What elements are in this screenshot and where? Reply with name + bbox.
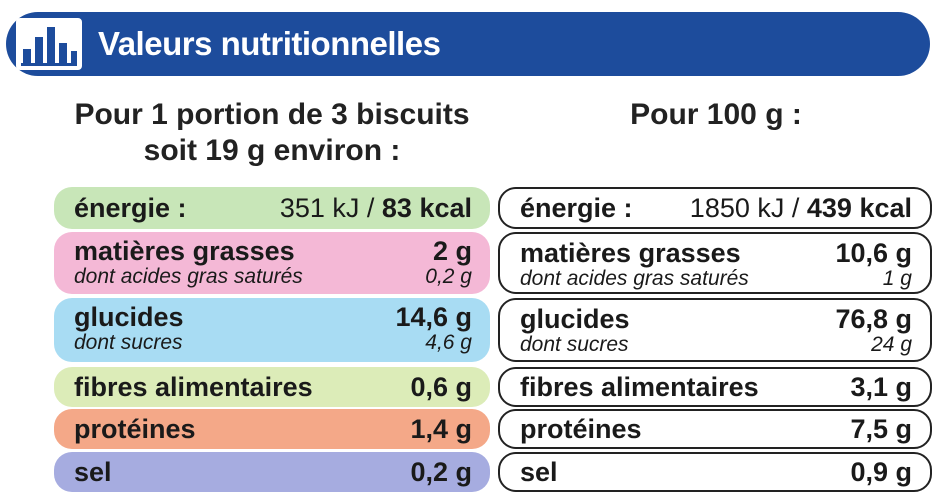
- per-100g-protein-row: protéines 7,5 g: [498, 409, 932, 449]
- energy-value: 351 kJ / 83 kcal: [279, 193, 472, 223]
- fat-value: 10,6 g: [835, 238, 912, 268]
- salt-value: 0,9 g: [850, 457, 912, 487]
- portion-heading-line1: Pour 1 portion de 3 biscuits: [74, 98, 470, 131]
- page-title: Valeurs nutritionnelles: [98, 25, 441, 62]
- portion-heading-line2: soit 19 g environ :: [143, 134, 401, 167]
- fat-label: matières grasses: [520, 238, 741, 268]
- portion-protein-row: protéines 1,4 g: [54, 409, 490, 449]
- fiber-value: 3,1 g: [850, 372, 912, 402]
- energy-value: 1850 kJ / 439 kcal: [689, 193, 912, 223]
- portion-fiber-row: fibres alimentaires 0,6 g: [54, 367, 490, 407]
- fat-label: matières grasses: [74, 236, 295, 266]
- bar-chart-icon: [16, 18, 82, 70]
- protein-label: protéines: [520, 414, 642, 444]
- protein-value: 7,5 g: [850, 414, 912, 444]
- saturated-fat-value: 1 g: [882, 267, 912, 290]
- salt-value: 0,2 g: [410, 457, 472, 487]
- salt-label: sel: [520, 457, 558, 487]
- saturated-fat-value: 0,2 g: [425, 265, 472, 288]
- salt-label: sel: [74, 457, 112, 487]
- portion-salt-row: sel 0,2 g: [54, 452, 490, 492]
- sugars-value: 24 g: [871, 333, 912, 356]
- portion-energy-row: énergie : 351 kJ / 83 kcal: [54, 187, 490, 229]
- energy-label: énergie :: [74, 193, 187, 223]
- saturated-fat-label: dont acides gras saturés: [74, 265, 303, 288]
- portion-carbs-row: glucides 14,6 g dont sucres 4,6 g: [54, 298, 490, 362]
- saturated-fat-label: dont acides gras saturés: [520, 267, 749, 290]
- carbs-label: glucides: [520, 304, 630, 334]
- fiber-label: fibres alimentaires: [74, 372, 313, 402]
- fiber-label: fibres alimentaires: [520, 372, 759, 402]
- per-100g-salt-row: sel 0,9 g: [498, 452, 932, 492]
- sugars-label: dont sucres: [74, 331, 183, 354]
- fat-value: 2 g: [432, 236, 472, 266]
- header-banner: Valeurs nutritionnelles: [6, 12, 930, 76]
- fiber-value: 0,6 g: [410, 372, 472, 402]
- carbs-value: 76,8 g: [835, 304, 912, 334]
- protein-label: protéines: [74, 414, 196, 444]
- sugars-value: 4,6 g: [425, 331, 472, 354]
- portion-fat-row: matières grasses 2 g dont acides gras sa…: [54, 232, 490, 294]
- per-100g-fat-row: matières grasses 10,6 g dont acides gras…: [498, 232, 932, 294]
- protein-value: 1,4 g: [410, 414, 472, 444]
- per-100g-fiber-row: fibres alimentaires 3,1 g: [498, 367, 932, 407]
- per-100g-heading: Pour 100 g :: [630, 98, 802, 131]
- per-100g-energy-row: énergie : 1850 kJ / 439 kcal: [498, 187, 932, 229]
- portion-heading: Pour 1 portion de 3 biscuits soit 19 g e…: [54, 97, 490, 169]
- per-100g-carbs-row: glucides 76,8 g dont sucres 24 g: [498, 298, 932, 362]
- sugars-label: dont sucres: [520, 333, 629, 356]
- carbs-label: glucides: [74, 302, 184, 332]
- energy-label: énergie :: [520, 193, 633, 223]
- carbs-value: 14,6 g: [395, 302, 472, 332]
